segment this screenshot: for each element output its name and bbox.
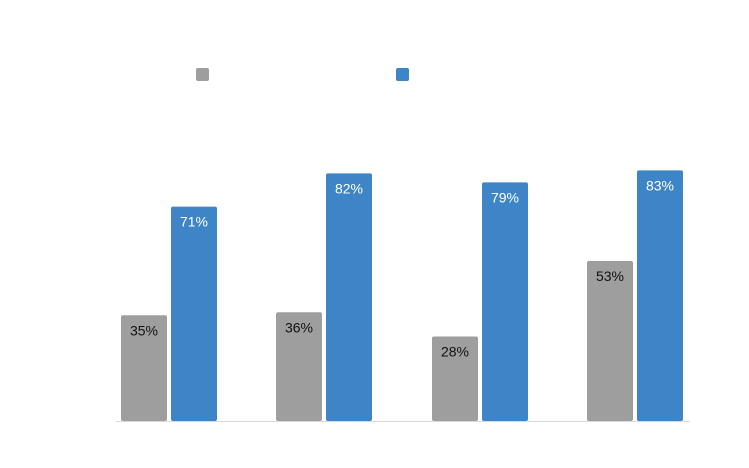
bar-series-1-group-1 <box>121 315 167 421</box>
data-label-series-1-group-3: 28% <box>441 343 469 359</box>
bar-series-1-group-3 <box>432 336 478 421</box>
bar-series-2-group-3 <box>482 182 528 421</box>
bars-group <box>121 170 683 421</box>
legend-swatch-series-2 <box>396 68 409 81</box>
bar-series-1-group-4 <box>587 260 633 421</box>
data-label-series-2-group-3: 79% <box>491 189 519 205</box>
data-label-series-1-group-1: 35% <box>130 322 158 338</box>
data-label-series-1-group-4: 53% <box>596 268 624 284</box>
bar-series-2-group-2 <box>326 173 372 421</box>
data-label-series-2-group-2: 82% <box>335 180 363 196</box>
data-label-series-1-group-2: 36% <box>285 319 313 335</box>
data-labels-group: 35% 36% 28% 53% 71% 82% 79% 83% <box>130 177 674 359</box>
bar-series-2-group-4 <box>637 170 683 421</box>
data-label-series-2-group-1: 71% <box>180 214 208 230</box>
bar-series-1-group-2 <box>276 312 322 421</box>
data-label-series-2-group-4: 83% <box>646 177 674 193</box>
legend-swatch-series-1 <box>196 68 209 81</box>
bar-series-2-group-1 <box>171 206 217 421</box>
